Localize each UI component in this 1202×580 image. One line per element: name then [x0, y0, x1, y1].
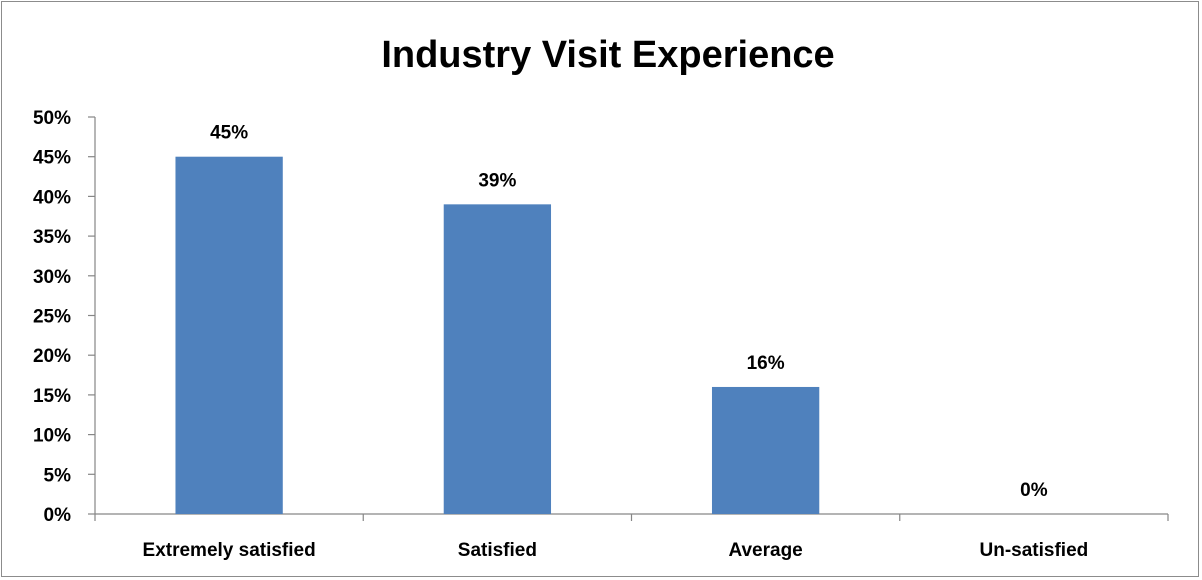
data-label: 39% [478, 170, 516, 191]
bar [443, 204, 552, 514]
x-axis: Extremely satisfied Satisfied Average Un-sa… [94, 513, 1169, 561]
data-labels: 45% 39% 16% 0% [210, 123, 1048, 501]
y-tick-label: 5% [44, 465, 72, 486]
bar [711, 386, 820, 514]
y-axis: 0% 5% 10% 15% 20% 25% 30% 35% 40% 45% 50% [33, 108, 96, 526]
x-category-label: Satisfied [458, 540, 537, 561]
x-category-label: Average [728, 540, 802, 561]
y-tick-label: 20% [33, 346, 71, 367]
x-category-label: Un-satisfied [980, 540, 1089, 561]
chart-title: Industry Visit Experience [381, 34, 835, 76]
bar [175, 156, 283, 514]
y-tick-label: 40% [33, 187, 71, 208]
y-tick-label: 25% [33, 307, 71, 328]
data-label: 16% [747, 353, 785, 374]
data-label: 0% [1020, 480, 1048, 501]
y-tick-label: 45% [33, 148, 71, 169]
bars [175, 156, 820, 514]
data-label: 45% [210, 123, 248, 144]
y-tick-label: 30% [33, 267, 71, 288]
y-tick-label: 0% [44, 505, 72, 526]
y-tick-label: 15% [33, 386, 71, 407]
x-category-label: Extremely satisfied [143, 540, 316, 561]
y-tick-label: 35% [33, 227, 71, 248]
y-tick-label: 10% [33, 426, 71, 447]
y-tick-label: 50% [33, 108, 71, 129]
